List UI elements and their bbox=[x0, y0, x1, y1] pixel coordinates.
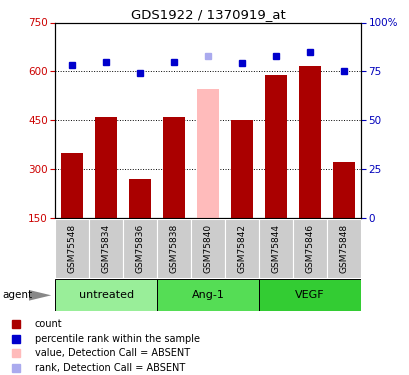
Bar bbox=[129, 178, 151, 218]
Bar bbox=[157, 279, 258, 311]
Title: GDS1922 / 1370919_at: GDS1922 / 1370919_at bbox=[130, 8, 285, 21]
Bar bbox=[191, 219, 225, 278]
Text: GSM75848: GSM75848 bbox=[339, 224, 348, 273]
Text: rank, Detection Call = ABSENT: rank, Detection Call = ABSENT bbox=[34, 363, 184, 373]
Bar bbox=[123, 219, 157, 278]
Text: GSM75840: GSM75840 bbox=[203, 224, 212, 273]
Text: GSM75548: GSM75548 bbox=[67, 224, 76, 273]
Bar bbox=[264, 75, 286, 217]
Bar bbox=[230, 120, 252, 218]
Bar bbox=[89, 219, 123, 278]
Bar bbox=[326, 219, 360, 278]
Text: value, Detection Call = ABSENT: value, Detection Call = ABSENT bbox=[34, 348, 189, 358]
Text: percentile rank within the sample: percentile rank within the sample bbox=[34, 334, 199, 344]
Text: count: count bbox=[34, 319, 62, 329]
Text: GSM75844: GSM75844 bbox=[271, 224, 280, 273]
Text: GSM75846: GSM75846 bbox=[305, 224, 314, 273]
Bar bbox=[55, 219, 89, 278]
Bar bbox=[197, 89, 218, 218]
Bar bbox=[55, 279, 157, 311]
Polygon shape bbox=[29, 290, 51, 301]
Bar bbox=[225, 219, 258, 278]
Text: untreated: untreated bbox=[79, 290, 133, 300]
Bar bbox=[95, 117, 117, 218]
Text: VEGF: VEGF bbox=[294, 290, 324, 300]
Bar bbox=[157, 219, 191, 278]
Text: GSM75838: GSM75838 bbox=[169, 224, 178, 273]
Text: Ang-1: Ang-1 bbox=[191, 290, 224, 300]
Bar bbox=[258, 219, 292, 278]
Bar bbox=[163, 117, 185, 218]
Text: GSM75834: GSM75834 bbox=[101, 224, 110, 273]
Bar bbox=[61, 153, 83, 218]
Text: agent: agent bbox=[2, 290, 32, 300]
Text: GSM75836: GSM75836 bbox=[135, 224, 144, 273]
Text: GSM75842: GSM75842 bbox=[237, 224, 246, 273]
Bar bbox=[298, 66, 320, 218]
Bar bbox=[258, 279, 360, 311]
Bar bbox=[332, 162, 354, 218]
Bar bbox=[292, 219, 326, 278]
